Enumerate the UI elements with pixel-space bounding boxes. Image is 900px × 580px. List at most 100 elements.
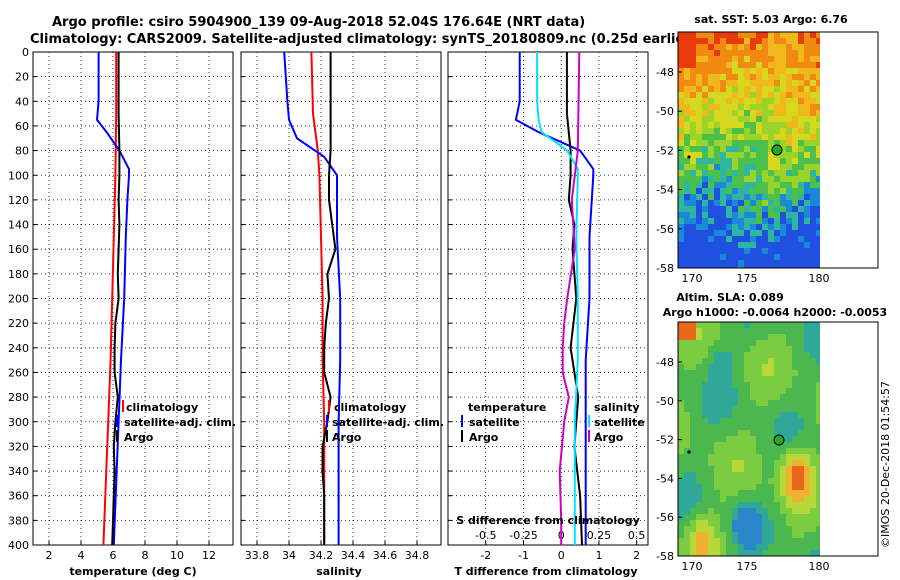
- map-cell: [762, 134, 768, 140]
- map-cell: [732, 520, 738, 526]
- map-cell: [810, 176, 816, 182]
- map-cell: [768, 104, 774, 110]
- map-cell: [774, 122, 780, 128]
- map-cell: [810, 508, 816, 514]
- map-cell: [756, 550, 762, 556]
- map-cell: [714, 224, 720, 230]
- map-cell: [690, 122, 696, 128]
- map-cell: [804, 358, 810, 364]
- map-cell: [786, 116, 792, 122]
- map-cell: [804, 248, 810, 254]
- map-cell: [702, 50, 708, 56]
- map-cell: [816, 514, 820, 520]
- map-cell: [810, 260, 816, 266]
- map-cell: [798, 538, 804, 544]
- map-cell: [786, 388, 792, 394]
- map-cell: [744, 236, 750, 242]
- map-cell: [804, 322, 810, 328]
- map-cell: [696, 550, 702, 556]
- map-cell: [732, 490, 738, 496]
- map-cell: [732, 116, 738, 122]
- map-cell: [816, 86, 820, 92]
- map-cell: [732, 478, 738, 484]
- map-cell: [702, 466, 708, 472]
- map-cell: [684, 98, 690, 104]
- map-cell: [756, 484, 762, 490]
- map-cell: [738, 442, 744, 448]
- map-cell: [702, 110, 708, 116]
- map-cell: [690, 242, 696, 248]
- map-cell: [714, 430, 720, 436]
- map-cell: [678, 400, 684, 406]
- map-cell: [816, 116, 820, 122]
- map-cell: [816, 532, 820, 538]
- map-cell: [744, 146, 750, 152]
- map-cell: [732, 32, 738, 38]
- map-cell: [798, 206, 804, 212]
- series-line-salinity-satellite: [536, 52, 579, 545]
- y-tick-label: 220: [8, 317, 29, 330]
- map-cell: [768, 346, 774, 352]
- map-cell: [678, 212, 684, 218]
- map-cell: [762, 478, 768, 484]
- map-cell: [690, 134, 696, 140]
- map-cell: [780, 182, 786, 188]
- map-cell: [774, 508, 780, 514]
- map-cell: [798, 80, 804, 86]
- map-cell: [780, 358, 786, 364]
- map-cell: [810, 514, 816, 520]
- map-cell: [738, 68, 744, 74]
- map-cell: [690, 550, 696, 556]
- map-cell: [810, 38, 816, 44]
- map-cell: [792, 206, 798, 212]
- difference-legend-temperature-title: temperature: [468, 401, 546, 414]
- map-cell: [762, 442, 768, 448]
- map-cell: [684, 68, 690, 74]
- map-cell: [786, 200, 792, 206]
- map-cell: [810, 502, 816, 508]
- map-cell: [690, 200, 696, 206]
- map-cell: [780, 532, 786, 538]
- map-cell: [708, 400, 714, 406]
- map-y-tick-label: -48: [656, 66, 674, 79]
- map-cell: [726, 32, 732, 38]
- map-cell: [684, 484, 690, 490]
- map-cell: [792, 502, 798, 508]
- map-cell: [780, 430, 786, 436]
- map-cell: [690, 50, 696, 56]
- map-cell: [720, 104, 726, 110]
- map-cell: [744, 212, 750, 218]
- map-cell: [714, 424, 720, 430]
- map-cell: [714, 122, 720, 128]
- map-cell: [780, 502, 786, 508]
- map-cell: [756, 334, 762, 340]
- map-cell: [690, 436, 696, 442]
- map-cell: [792, 188, 798, 194]
- map-cell: [744, 68, 750, 74]
- map-cell: [816, 38, 820, 44]
- map-cell: [756, 170, 762, 176]
- map-cell: [720, 224, 726, 230]
- map-cell: [738, 490, 744, 496]
- map-cell: [774, 388, 780, 394]
- x-tick-label: 10: [170, 549, 184, 562]
- map-cell: [684, 436, 690, 442]
- map-cell: [780, 400, 786, 406]
- map-cell: [738, 364, 744, 370]
- map-cell: [750, 86, 756, 92]
- map-cell: [684, 514, 690, 520]
- difference-legend-salinity: salinity satellite Argo: [588, 401, 645, 444]
- map-cell: [756, 260, 762, 266]
- map-cell: [810, 436, 816, 442]
- map-cell: [816, 158, 820, 164]
- map-cell: [696, 92, 702, 98]
- map-cell: [762, 370, 768, 376]
- map-cell: [714, 86, 720, 92]
- map-cell: [774, 182, 780, 188]
- temperature-xlabel: temperature (deg C): [69, 565, 196, 578]
- map-cell: [684, 56, 690, 62]
- map-cell: [708, 212, 714, 218]
- map-x-tick-label: 180: [809, 560, 830, 573]
- map-cell: [732, 370, 738, 376]
- map-cell: [792, 218, 798, 224]
